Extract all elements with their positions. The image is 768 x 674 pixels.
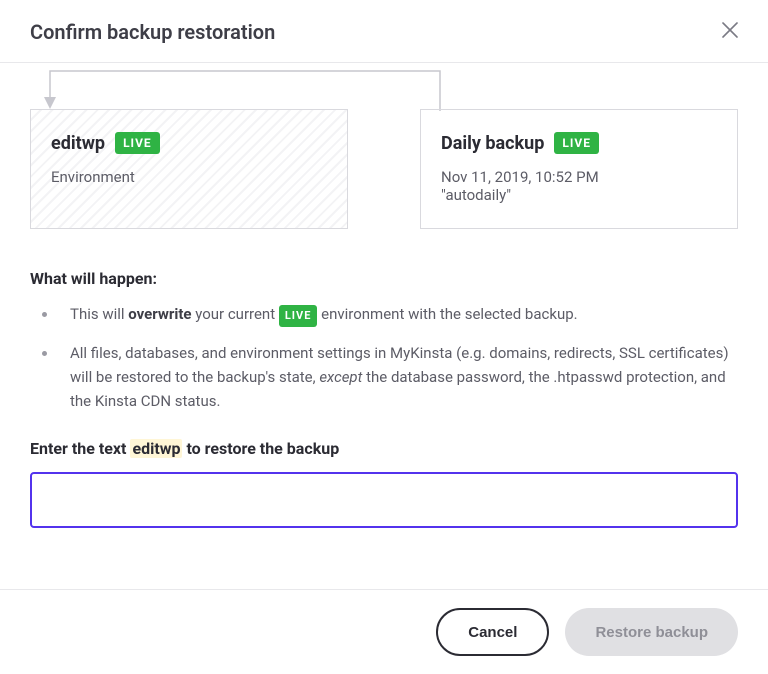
backup-card: Daily backup LIVE Nov 11, 2019, 10:52 PM… (420, 109, 738, 229)
except-word: except (319, 368, 362, 386)
list-item: All files, databases, and environment se… (58, 341, 738, 413)
confirm-instruction: Enter the text editwp to restore the bac… (30, 439, 738, 458)
cancel-button[interactable]: Cancel (436, 608, 549, 656)
modal-header: Confirm backup restoration (0, 0, 768, 63)
backup-name: "autodaily" (441, 186, 717, 204)
modal-footer: Cancel Restore backup (0, 589, 768, 674)
live-badge: LIVE (279, 305, 318, 327)
live-badge: LIVE (115, 132, 160, 154)
modal-title: Confirm backup restoration (30, 20, 275, 44)
modal-body: editwp LIVE Environment Daily backup LIV… (0, 63, 768, 589)
cards-row: editwp LIVE Environment Daily backup LIV… (30, 109, 738, 229)
backup-title: Daily backup (441, 133, 544, 154)
confirm-backup-modal: Confirm backup restoration editwp LIVE (0, 0, 768, 674)
environment-card: editwp LIVE Environment (30, 109, 348, 229)
close-icon[interactable] (722, 22, 738, 42)
list-item: This will overwrite your current LIVE en… (58, 302, 738, 327)
confirm-highlight: editwp (130, 439, 182, 458)
what-heading: What will happen: (30, 269, 738, 288)
environment-name: editwp (51, 133, 105, 154)
what-list: This will overwrite your current LIVE en… (30, 302, 738, 413)
restore-backup-button[interactable]: Restore backup (565, 608, 738, 656)
cards-wrap: editwp LIVE Environment Daily backup LIV… (30, 109, 738, 229)
overwrite-word: overwrite (128, 305, 191, 323)
backup-timestamp: Nov 11, 2019, 10:52 PM (441, 168, 717, 186)
environment-subtitle: Environment (51, 168, 327, 186)
confirm-input[interactable] (30, 472, 738, 528)
live-badge: LIVE (554, 132, 599, 154)
